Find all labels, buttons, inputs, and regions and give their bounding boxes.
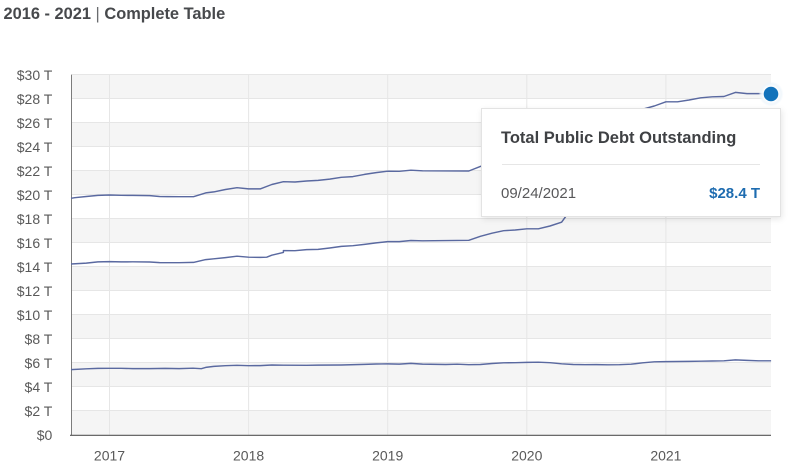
svg-text:$18 T: $18 T	[17, 211, 53, 227]
svg-text:$4 T: $4 T	[25, 379, 53, 395]
svg-text:$24 T: $24 T	[17, 139, 53, 155]
svg-text:$16 T: $16 T	[17, 235, 53, 251]
svg-text:$10 T: $10 T	[17, 307, 53, 323]
svg-text:$12 T: $12 T	[17, 283, 53, 299]
svg-text:$2 T: $2 T	[25, 403, 53, 419]
svg-text:$22 T: $22 T	[17, 163, 53, 179]
svg-text:$30 T: $30 T	[17, 67, 53, 83]
svg-text:$26 T: $26 T	[17, 115, 53, 131]
svg-text:2021: 2021	[650, 447, 681, 463]
svg-text:2018: 2018	[233, 447, 264, 463]
svg-text:$8 T: $8 T	[25, 331, 53, 347]
svg-text:2020: 2020	[511, 447, 542, 463]
svg-text:$14 T: $14 T	[17, 259, 53, 275]
svg-text:2017: 2017	[94, 447, 125, 463]
svg-text:$0: $0	[37, 427, 53, 443]
svg-text:$20 T: $20 T	[17, 187, 53, 203]
svg-text:2019: 2019	[372, 447, 403, 463]
svg-text:$28 T: $28 T	[17, 91, 53, 107]
svg-text:$6 T: $6 T	[25, 355, 53, 371]
